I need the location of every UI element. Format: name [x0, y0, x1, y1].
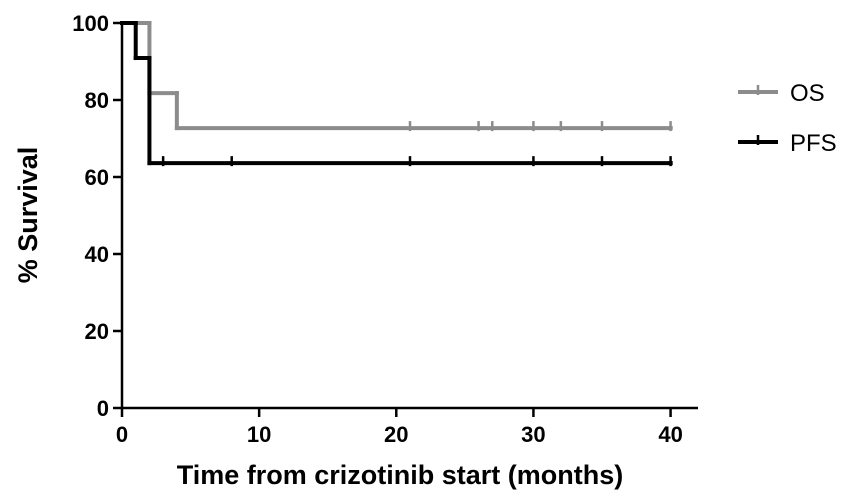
y-tick-label: 100 — [72, 11, 109, 36]
x-tick-label: 40 — [658, 422, 682, 447]
y-tick-label: 60 — [85, 165, 109, 190]
x-tick-label: 30 — [521, 422, 545, 447]
y-tick-label: 20 — [85, 319, 109, 344]
x-tick-label: 10 — [247, 422, 271, 447]
x-tick-label: 0 — [116, 422, 128, 447]
y-tick-label: 0 — [97, 396, 109, 421]
y-tick-label: 80 — [85, 88, 109, 113]
legend-label: OS — [790, 80, 825, 107]
y-tick-label: 40 — [85, 242, 109, 267]
x-axis-title: Time from crizotinib start (months) — [177, 460, 624, 490]
x-tick-label: 20 — [384, 422, 408, 447]
legend-label: PFS — [790, 130, 837, 157]
y-axis-title: % Survival — [13, 147, 43, 284]
